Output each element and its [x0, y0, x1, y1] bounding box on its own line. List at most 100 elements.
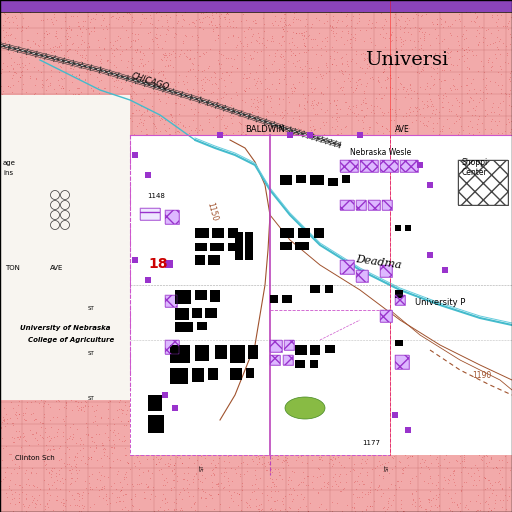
Point: [130, 375, 138, 383]
Point: [351, 34, 359, 42]
Point: [250, 47, 259, 55]
Point: [182, 159, 190, 167]
Point: [178, 23, 186, 31]
Point: [468, 403, 477, 411]
Point: [367, 486, 375, 494]
Point: [111, 151, 119, 159]
Point: [245, 358, 253, 367]
Point: [216, 64, 224, 72]
Point: [111, 382, 119, 391]
Point: [152, 203, 160, 211]
Point: [460, 305, 468, 313]
Point: [48, 464, 56, 472]
Point: [160, 151, 168, 159]
Point: [23, 315, 31, 324]
Point: [193, 76, 201, 84]
Point: [108, 283, 116, 291]
Point: [162, 0, 170, 4]
Point: [69, 420, 77, 428]
Point: [432, 430, 440, 438]
Point: [233, 64, 241, 72]
Point: [160, 330, 168, 338]
Point: [383, 108, 392, 116]
Point: [330, 188, 338, 196]
Point: [269, 271, 278, 279]
Text: 18: 18: [148, 257, 167, 271]
Point: [11, 273, 19, 282]
Point: [254, 122, 263, 130]
Bar: [165, 340, 179, 354]
Point: [215, 228, 223, 236]
Point: [35, 337, 44, 346]
Point: [49, 198, 57, 206]
Point: [179, 484, 187, 492]
Point: [277, 0, 285, 7]
Point: [488, 481, 496, 489]
Point: [147, 436, 156, 444]
Point: [449, 60, 457, 69]
Point: [308, 88, 316, 96]
Point: [293, 481, 302, 489]
Point: [16, 432, 24, 440]
Point: [136, 449, 144, 457]
Point: [451, 16, 459, 24]
Point: [439, 46, 447, 54]
Point: [238, 17, 246, 25]
Point: [414, 365, 422, 373]
Point: [75, 23, 83, 31]
Point: [308, 443, 316, 452]
Point: [21, 61, 29, 69]
Point: [233, 211, 241, 219]
Point: [300, 100, 308, 109]
Point: [487, 506, 495, 512]
Point: [286, 248, 294, 256]
Point: [37, 314, 45, 323]
Point: [358, 323, 367, 331]
Point: [368, 290, 376, 298]
Point: [377, 314, 386, 322]
Point: [305, 264, 313, 272]
Point: [324, 196, 332, 204]
Point: [0, 0, 6, 8]
Point: [149, 339, 157, 348]
Point: [498, 463, 506, 471]
Point: [396, 420, 404, 429]
Point: [169, 227, 178, 235]
Point: [337, 8, 345, 16]
Point: [504, 355, 512, 363]
Point: [57, 132, 65, 140]
Point: [164, 195, 173, 203]
Point: [114, 32, 122, 40]
Point: [107, 288, 115, 296]
Point: [338, 248, 346, 257]
Point: [0, 121, 6, 130]
Point: [381, 58, 389, 66]
Point: [79, 120, 87, 128]
Point: [425, 465, 433, 473]
Point: [172, 418, 180, 426]
Point: [197, 152, 205, 160]
Point: [342, 385, 350, 393]
Point: [54, 54, 62, 62]
Point: [124, 0, 133, 5]
Point: [396, 25, 404, 33]
Point: [378, 409, 386, 417]
Point: [371, 163, 379, 172]
Point: [297, 354, 306, 362]
Point: [138, 410, 146, 418]
Point: [68, 40, 76, 48]
Point: [404, 358, 413, 366]
Point: [108, 49, 116, 57]
Point: [30, 215, 38, 223]
Point: [375, 377, 383, 386]
Point: [307, 101, 315, 109]
Point: [146, 195, 154, 203]
Point: [263, 276, 271, 285]
Point: [427, 296, 435, 304]
Point: [32, 428, 40, 436]
Point: [60, 323, 68, 331]
Point: [163, 61, 172, 69]
Point: [222, 140, 230, 148]
Point: [328, 174, 336, 182]
Point: [109, 280, 117, 288]
